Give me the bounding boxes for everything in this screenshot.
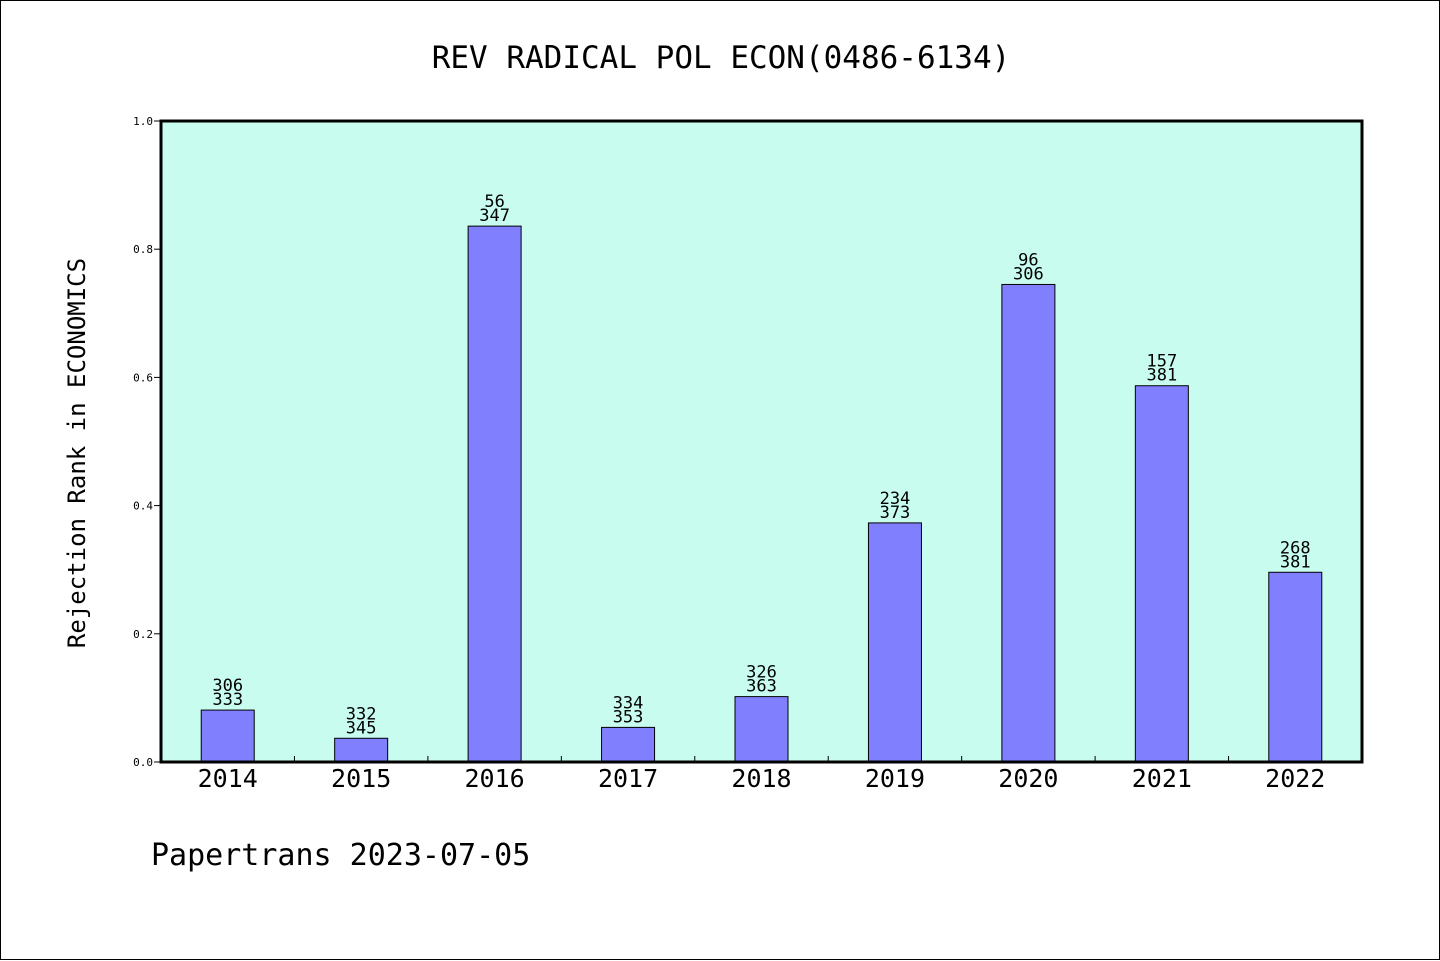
x-tick-label: 2018 bbox=[731, 764, 791, 793]
bar-label-bottom: 347 bbox=[479, 206, 510, 226]
bar-2016 bbox=[467, 225, 522, 763]
bar-label-top: 334 bbox=[613, 693, 644, 713]
bar-label-top: 306 bbox=[212, 676, 243, 696]
x-tick-label: 2019 bbox=[865, 764, 925, 793]
bar-2014 bbox=[200, 709, 255, 763]
bar-label-bottom: 381 bbox=[1280, 552, 1311, 572]
x-tick-label: 2020 bbox=[998, 764, 1058, 793]
chart-title: REV RADICAL POL ECON(0486-6134) bbox=[432, 40, 1011, 76]
y-tick-label: 0.2 bbox=[133, 628, 153, 641]
bar-2021 bbox=[1134, 385, 1189, 763]
bar-2022 bbox=[1268, 571, 1323, 763]
bar-2018 bbox=[734, 696, 789, 763]
bar-2017 bbox=[601, 726, 656, 763]
plot-border bbox=[159, 119, 1364, 764]
data-labels: 3063333323455634733435332636323437396306… bbox=[212, 192, 1310, 738]
bar-series bbox=[200, 225, 1323, 763]
bar-label-bottom: 306 bbox=[1013, 264, 1044, 284]
y-tick-label: 0.8 bbox=[133, 243, 153, 256]
bar-label-top: 56 bbox=[484, 192, 504, 212]
bar-label-top: 268 bbox=[1280, 538, 1311, 558]
bar-label-bottom: 345 bbox=[346, 718, 377, 738]
y-tick-label: 1.0 bbox=[133, 115, 153, 128]
bar-2015 bbox=[334, 737, 389, 763]
x-tick-labels: 2014 2015 2016 2017 2018 2019 2020 2021 2022 bbox=[198, 764, 1326, 793]
x-tick-label: 2014 bbox=[198, 764, 258, 793]
footer-credit: Papertrans 2023-07-05 bbox=[151, 838, 530, 873]
bar-2019 bbox=[867, 522, 922, 763]
y-axis-label: Rejection Rank in ECONOMICS bbox=[63, 258, 91, 648]
bar-2020 bbox=[1001, 283, 1056, 763]
bar-label-bottom: 373 bbox=[880, 503, 911, 523]
bar-label-top: 96 bbox=[1018, 250, 1038, 270]
bar-label-top: 234 bbox=[880, 489, 911, 509]
bar-label-bottom: 363 bbox=[746, 677, 777, 697]
y-axis: 0.0 0.2 0.4 0.6 0.8 1.0 bbox=[133, 115, 161, 769]
bar-label-bottom: 333 bbox=[212, 690, 243, 710]
y-tick-label: 0.4 bbox=[133, 500, 153, 513]
x-tick-label: 2017 bbox=[598, 764, 658, 793]
x-tick-label: 2015 bbox=[331, 764, 391, 793]
bar-label-top: 157 bbox=[1146, 352, 1177, 372]
bar-label-top: 326 bbox=[746, 663, 777, 683]
bar-label-bottom: 381 bbox=[1146, 366, 1177, 386]
y-tick-label: 0.6 bbox=[133, 371, 153, 384]
y-tick-label: 0.0 bbox=[133, 756, 153, 769]
x-tick-label: 2016 bbox=[465, 764, 525, 793]
x-tick-label: 2022 bbox=[1265, 764, 1325, 793]
bar-label-bottom: 353 bbox=[613, 707, 644, 727]
x-tick-label: 2021 bbox=[1132, 764, 1192, 793]
bar-label-top: 332 bbox=[346, 704, 377, 724]
